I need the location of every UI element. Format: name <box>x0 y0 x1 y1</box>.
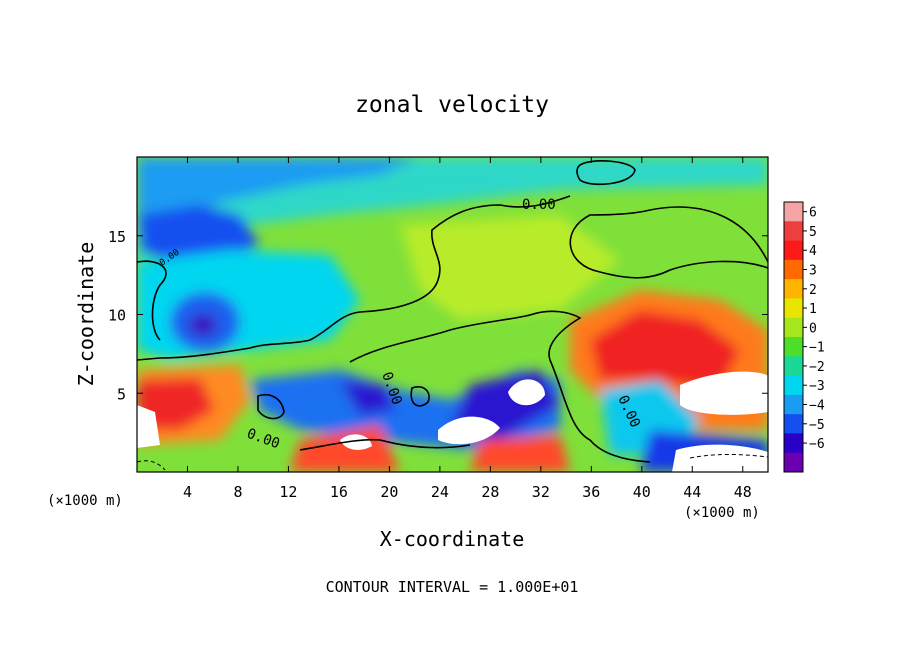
x-tick-label: 44 <box>683 483 701 501</box>
contour-line <box>410 386 430 407</box>
contour-line <box>137 195 571 361</box>
colorbar-swatch <box>784 452 803 473</box>
colorbar-swatch <box>784 202 803 222</box>
field-region-purple-core <box>189 314 217 336</box>
colorbar-swatch <box>784 356 803 377</box>
x-tick-label: 48 <box>734 483 752 501</box>
y-tick-label: 5 <box>117 385 126 403</box>
y-axis-title: Z-coordinate <box>74 242 98 387</box>
y-tick-label: 10 <box>108 307 126 325</box>
x-unit-right: (×1000 m) <box>684 505 760 521</box>
x-axis-title: X-coordinate <box>380 527 525 551</box>
contour-line <box>299 438 471 451</box>
colorbar-swatch <box>784 221 803 242</box>
y-axis: 5 10 15 <box>108 228 768 403</box>
field-region-red-left <box>137 378 215 430</box>
colorbar-label: −6 <box>809 437 825 452</box>
contour-line <box>576 160 636 186</box>
field-region-upper-blue <box>137 157 420 230</box>
field-region-red-right <box>590 310 740 390</box>
field-region-dark-blue-top <box>140 205 260 262</box>
white-patch <box>340 434 372 450</box>
contour-label: 0.00 <box>522 197 556 213</box>
chart-title: zonal velocity <box>355 92 549 118</box>
field-region-yellow-green <box>400 215 620 320</box>
x-tick-label: 8 <box>233 483 242 501</box>
x-axis: 4 8 12 16 20 24 28 32 36 40 44 48 <box>183 157 752 501</box>
colorbar-label: −4 <box>809 399 825 414</box>
colorbar-frame <box>783 201 804 473</box>
colorbar-label: 3 <box>809 264 817 279</box>
colorbar-label: −5 <box>809 418 825 433</box>
colorbar-label: −2 <box>809 360 825 375</box>
colorbar-swatch <box>784 414 803 434</box>
colorbar-swatch <box>784 337 803 357</box>
x-tick-label: 4 <box>183 483 192 501</box>
colorbar-label: −1 <box>809 341 825 356</box>
contour-interval-note: CONTOUR INTERVAL = 1.000E+01 <box>326 578 579 596</box>
x-tick-label: 36 <box>582 483 600 501</box>
colorbar-swatch <box>784 375 803 396</box>
contour-line <box>257 394 285 420</box>
x-tick-label: 40 <box>633 483 651 501</box>
colorbar-label: 6 <box>809 206 817 221</box>
x-tick-label: 16 <box>330 483 348 501</box>
colorbar-label: 0 <box>809 321 817 336</box>
x-tick-label: 28 <box>481 483 499 501</box>
colorbar-label: 4 <box>809 244 817 259</box>
heatmap-field <box>137 157 768 472</box>
y-tick-label: 15 <box>108 228 126 246</box>
colorbar-label: 5 <box>809 225 817 240</box>
colorbar-label: 2 <box>809 283 817 298</box>
contour-line <box>689 453 768 459</box>
field-region-lower-deep-blue <box>340 370 560 440</box>
white-patch <box>672 444 768 472</box>
colorbar-swatch <box>784 240 803 261</box>
white-patch <box>137 405 160 448</box>
x-tick-label: 20 <box>380 483 398 501</box>
colorbar-swatch <box>784 279 803 299</box>
colorbar-swatch <box>784 394 803 415</box>
x-tick-label: 24 <box>431 483 449 501</box>
colorbar-label: −3 <box>809 379 825 394</box>
colorbar: 6 5 4 3 2 1 0 −1 −2 −3 −4 −5 −6 <box>783 201 825 473</box>
saturated-patches <box>137 371 768 472</box>
x-tick-label: 32 <box>532 483 550 501</box>
contour-line <box>349 310 651 463</box>
contour-line <box>569 206 768 279</box>
colorbar-swatch <box>784 433 803 454</box>
zero-contours <box>137 160 768 471</box>
colorbar-swatch <box>784 259 803 280</box>
white-patch <box>438 416 500 445</box>
contour-line <box>137 460 166 471</box>
x-unit-left: (×1000 m) <box>47 493 123 509</box>
white-patch <box>680 371 768 415</box>
colorbar-swatch <box>784 317 803 338</box>
x-tick-label: 12 <box>279 483 297 501</box>
white-patch <box>508 379 545 406</box>
colorbar-label: 1 <box>809 302 817 317</box>
contour-line <box>137 260 167 341</box>
colorbar-swatch <box>784 298 803 319</box>
